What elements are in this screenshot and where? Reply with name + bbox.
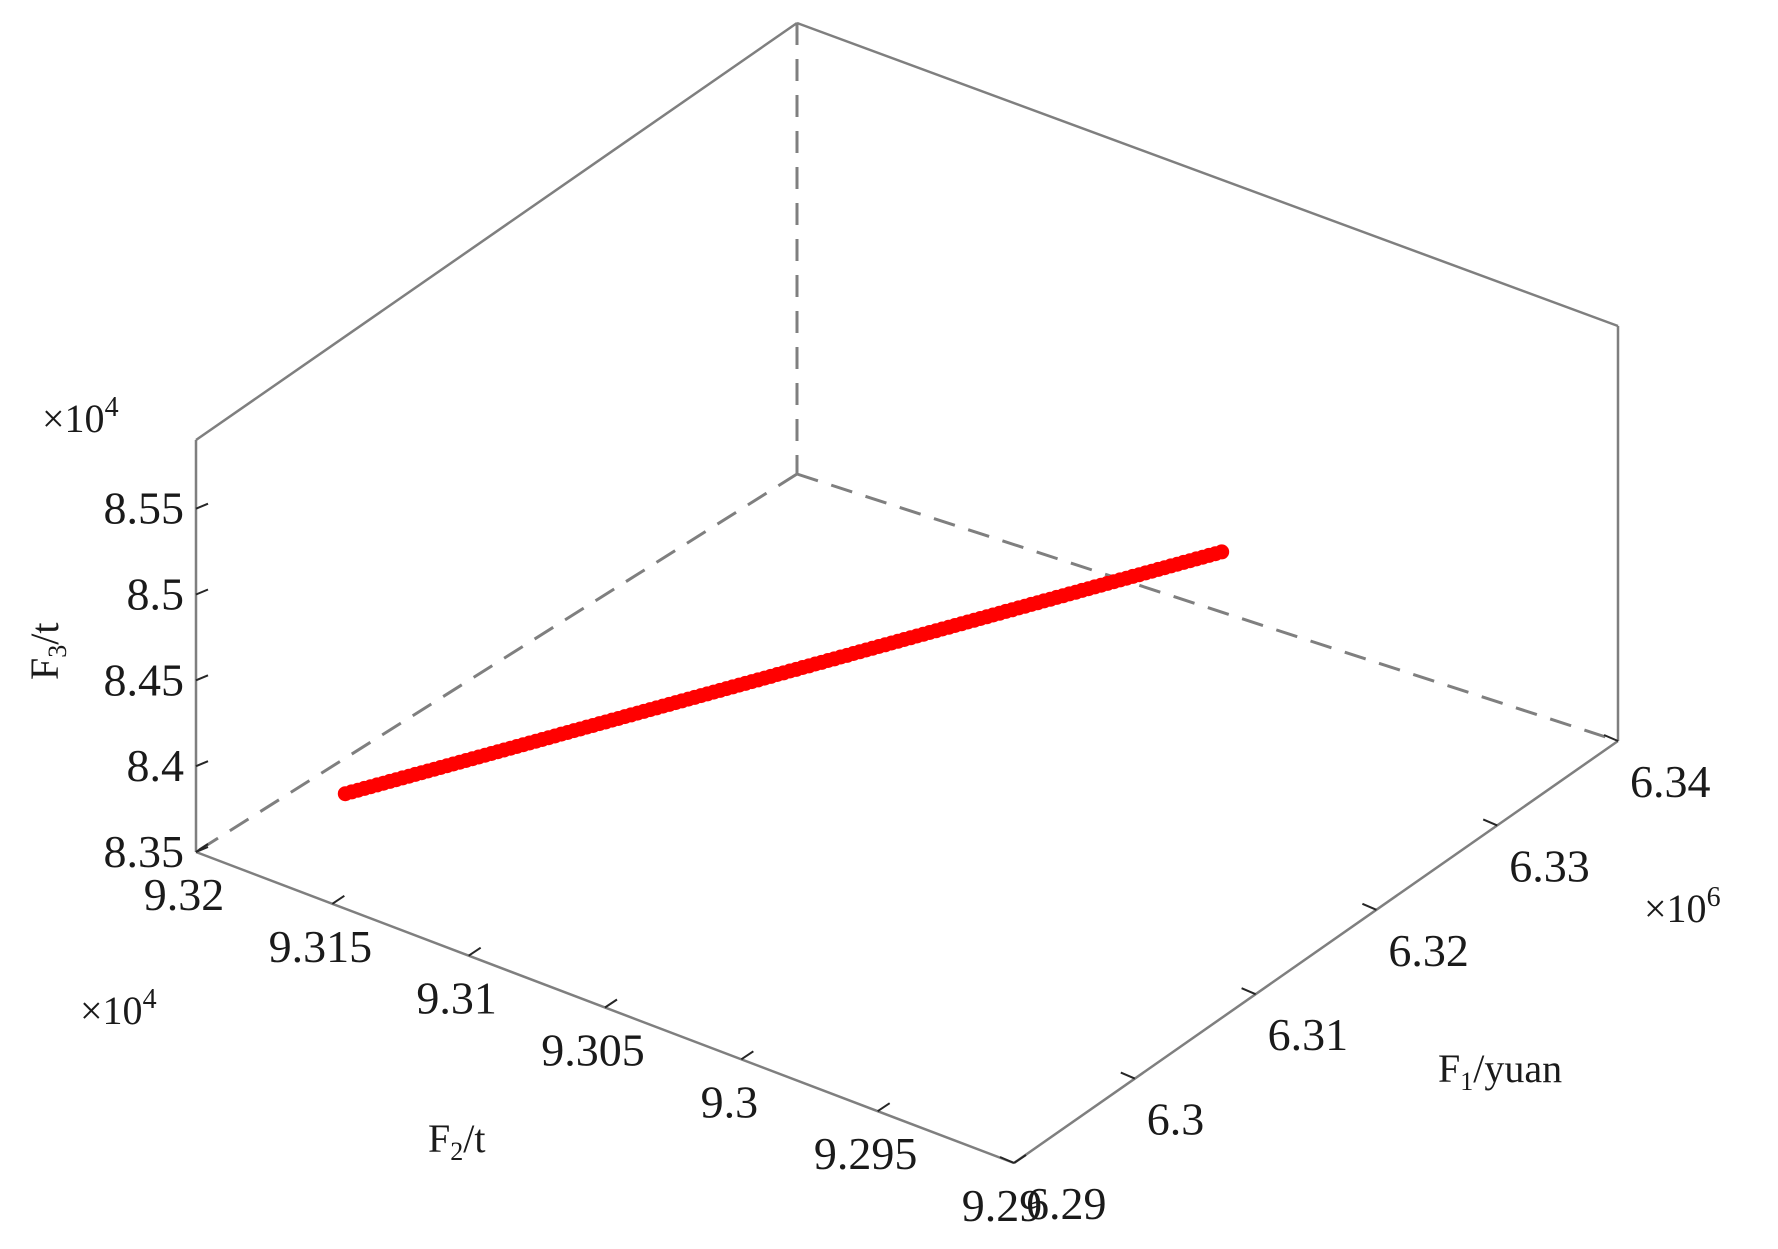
- axes-box: [194, 21, 1620, 1165]
- box-front-right-bottom: [1013, 739, 1619, 1165]
- box-hidden-left: [195, 472, 798, 854]
- z-tick-label: 8.35: [104, 826, 185, 877]
- z-tick-mark: [195, 588, 209, 596]
- x-tick-label: 6.29: [1026, 1178, 1107, 1229]
- y-axis-ticks: 9.29 9.295 9.3 9.305 9.31 9.315 9.32: [144, 843, 1043, 1231]
- y-tick-mark: [1013, 1154, 1027, 1164]
- x-tick-mark: [1603, 734, 1619, 742]
- x-tick-mark: [999, 1156, 1015, 1164]
- x-tick-label: 6.32: [1388, 925, 1469, 976]
- x-tick-mark: [1362, 902, 1377, 911]
- y-tick-label: 9.315: [269, 921, 373, 972]
- z-tick-label: 8.4: [127, 740, 185, 791]
- y-tick-label: 9.3: [701, 1076, 759, 1127]
- y-tick-label: 9.295: [814, 1128, 918, 1179]
- y-tick-label: 9.32: [144, 869, 225, 920]
- box-hidden-right: [796, 472, 1619, 743]
- y-tick-mark: [877, 1102, 891, 1112]
- x-tick-label: 6.34: [1630, 756, 1711, 807]
- y-tick-mark: [195, 843, 209, 853]
- x-tick-mark: [1241, 987, 1256, 996]
- z-tick-label: 8.55: [104, 483, 185, 534]
- y-tick-mark: [331, 895, 345, 905]
- y-tick-label: 9.305: [541, 1025, 645, 1076]
- scatter-points: [337, 544, 1230, 802]
- z-tick-label: 8.5: [127, 569, 185, 620]
- y-axis-exponent: ×104: [80, 984, 157, 1033]
- z-tick-label: 8.45: [104, 654, 185, 705]
- box-back-right-top: [796, 21, 1619, 328]
- z-tick-mark: [195, 502, 209, 510]
- y-tick-label: 9.29: [962, 1180, 1043, 1231]
- z-axis-ticks: 8.35 8.4 8.45 8.5 8.55: [104, 483, 209, 877]
- x-axis-ticks: 6.29 6.3 6.31 6.32 6.33 6.34: [999, 734, 1711, 1229]
- z-axis-exponent: ×104: [42, 392, 119, 441]
- data-point: [1214, 544, 1230, 560]
- y-tick-label: 9.31: [416, 973, 497, 1024]
- x-tick-label: 6.3: [1147, 1094, 1205, 1145]
- x-tick-label: 6.31: [1268, 1009, 1349, 1060]
- y-axis-label: F2/t: [428, 1116, 485, 1166]
- x-tick-mark: [1482, 818, 1498, 827]
- x-tick-label: 6.33: [1509, 840, 1590, 891]
- x-axis-label: F1/yuan: [1438, 1046, 1562, 1096]
- y-tick-mark: [740, 1050, 754, 1061]
- y-tick-mark: [604, 998, 618, 1009]
- x-tick-mark: [1120, 1071, 1136, 1080]
- z-axis-label: F3/t: [22, 623, 72, 680]
- x-axis-exponent: ×106: [1644, 882, 1721, 931]
- box-back-left-top: [195, 21, 798, 442]
- z-tick-mark: [195, 760, 209, 768]
- y-tick-mark: [468, 946, 482, 957]
- z-tick-mark: [195, 674, 209, 682]
